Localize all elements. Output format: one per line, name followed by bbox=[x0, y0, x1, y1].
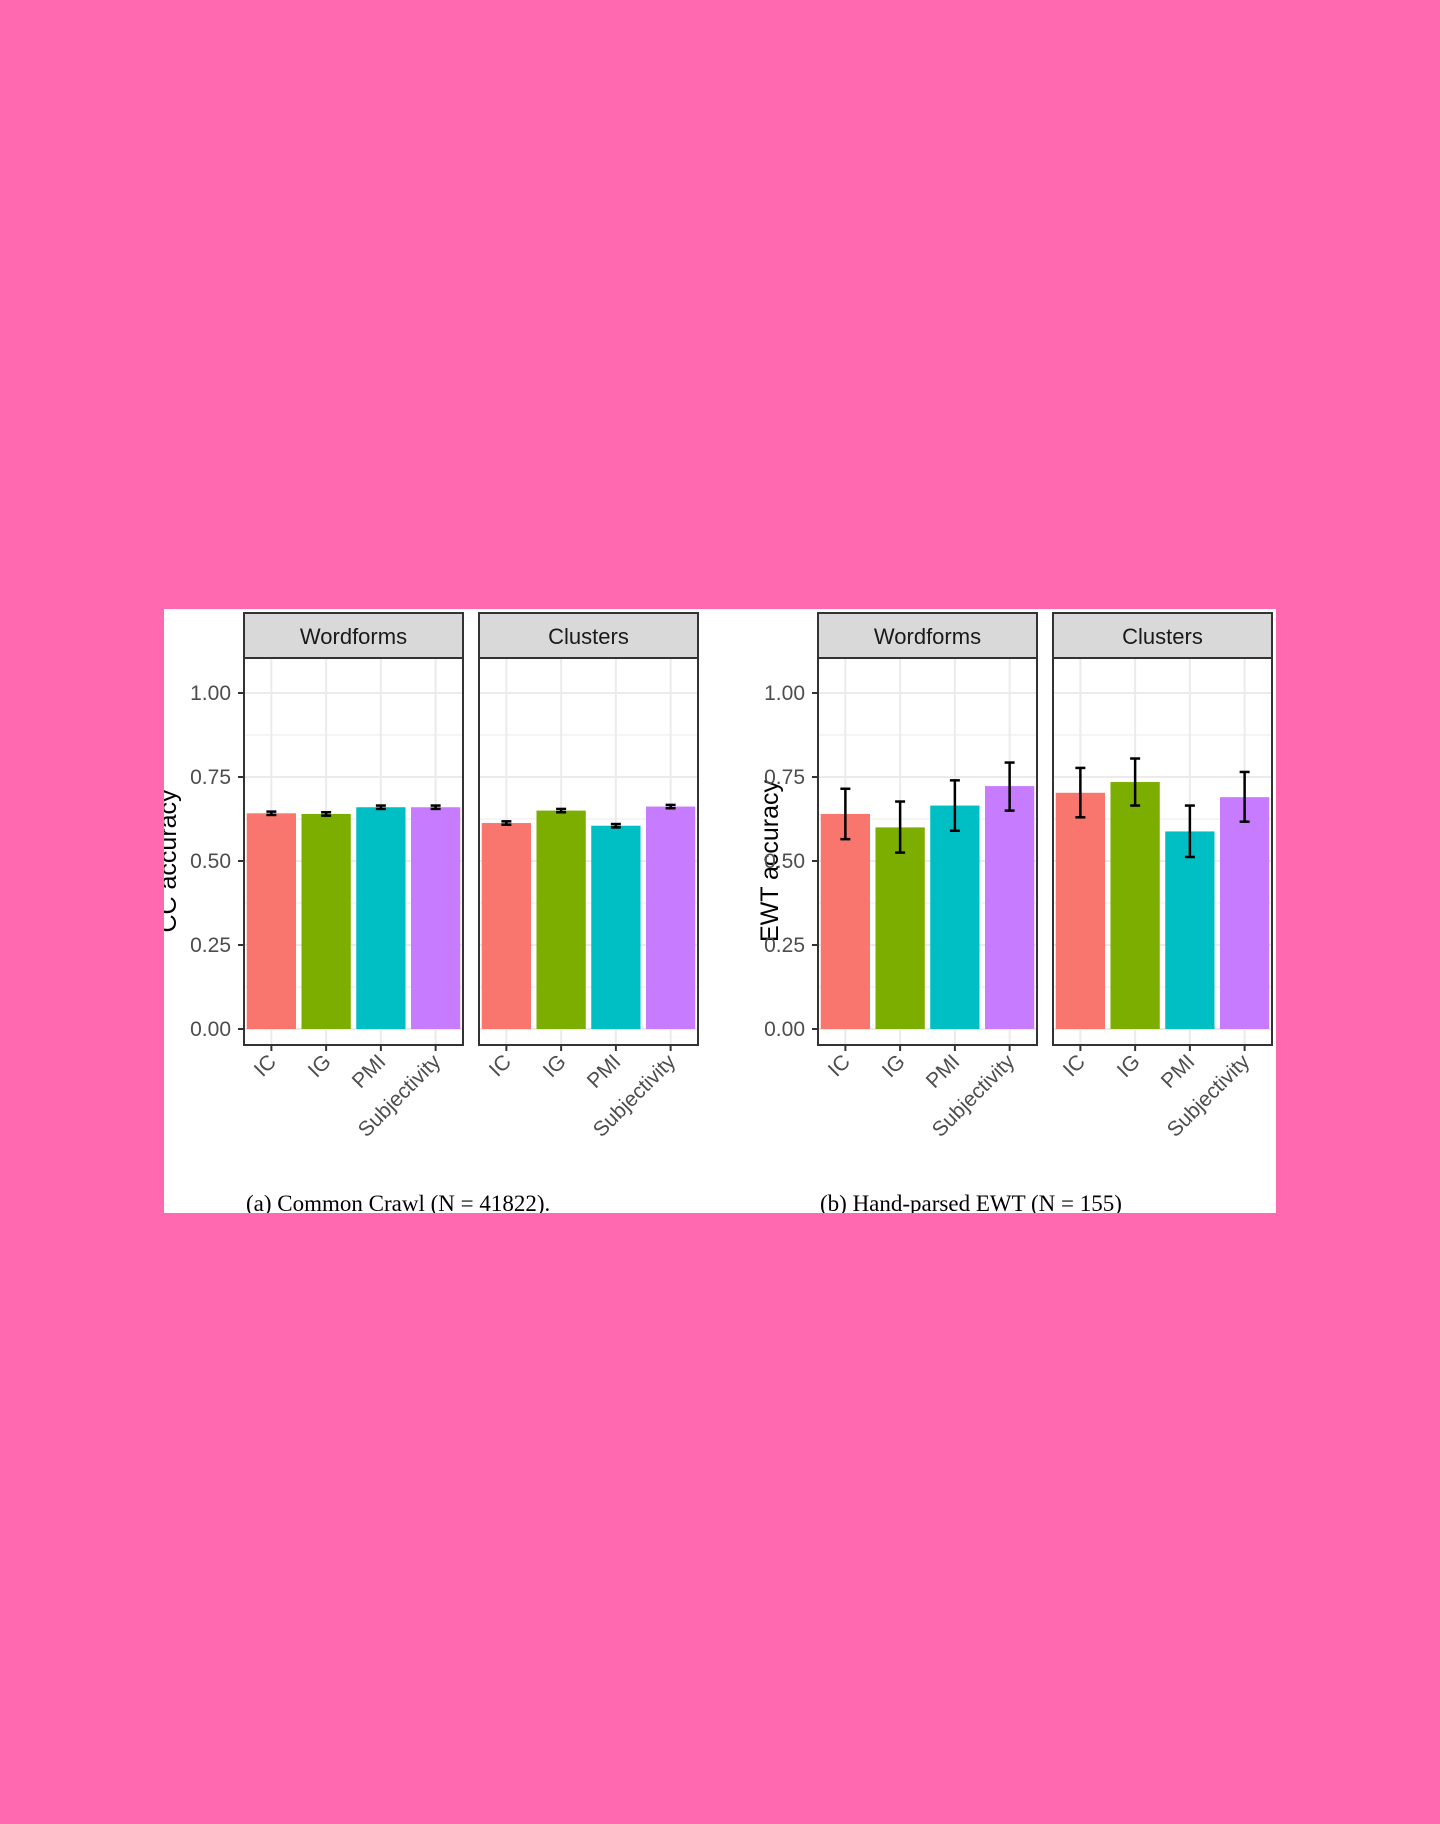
y-axis-title: EWT accuracy bbox=[756, 779, 784, 942]
x-tick-label: IG bbox=[539, 1050, 571, 1082]
y-tick-label: 1.00 bbox=[190, 682, 231, 705]
bar-subjectivity bbox=[410, 807, 461, 1029]
x-tick-label: PMI bbox=[1157, 1050, 1200, 1093]
chart-ewt: EWT accuracy 0.00 0.25 0.50 0.75 1.00 Wordform… bbox=[756, 612, 1273, 1213]
y-tick-label: 0.75 bbox=[190, 766, 231, 789]
figure-svg: CC accuracy 0.00 0.25 0.50 0.75 1.00 Wordforms… bbox=[164, 612, 1273, 1213]
figure: CC accuracy 0.00 0.25 0.50 0.75 1.00 Wordforms… bbox=[164, 609, 1276, 1213]
x-tick-label: PMI bbox=[348, 1050, 391, 1093]
error-bar-ic bbox=[266, 810, 277, 817]
y-tick-label: 0.75 bbox=[764, 766, 805, 789]
bar-pmi bbox=[356, 807, 406, 1029]
bar-ic bbox=[820, 813, 871, 1029]
error-bar-ig bbox=[556, 807, 567, 814]
x-tick-label: PMI bbox=[922, 1050, 965, 1093]
bar-subjectivity bbox=[645, 806, 696, 1029]
error-bar-ic bbox=[501, 820, 512, 826]
y-tick-label: 0.00 bbox=[190, 1018, 231, 1041]
x-tick-label: PMI bbox=[583, 1050, 626, 1093]
facet-strip bbox=[817, 612, 1038, 659]
bar-ig bbox=[301, 813, 351, 1029]
error-bar-subjectivity bbox=[665, 803, 676, 810]
y-tick-label: 0.50 bbox=[764, 850, 805, 873]
error-bar-pmi bbox=[949, 779, 960, 833]
bar-subjectivity bbox=[984, 786, 1035, 1029]
bar-ig bbox=[536, 810, 586, 1029]
facet-strip-label: Clusters bbox=[1122, 624, 1203, 649]
error-bar-ig bbox=[895, 800, 906, 854]
figure-caption: (b) Hand-parsed EWT (N = 155) bbox=[820, 1191, 1122, 1213]
chart-common-crawl: CC accuracy 0.00 0.25 0.50 0.75 1.00 Wordforms… bbox=[164, 612, 699, 1213]
x-tick-label: IC bbox=[1059, 1050, 1090, 1081]
error-bar-ic bbox=[1075, 766, 1086, 819]
figure-caption: (a) Common Crawl (N = 41822). bbox=[246, 1191, 550, 1213]
x-tick-label: IG bbox=[304, 1050, 336, 1082]
bar-ig bbox=[1110, 782, 1160, 1029]
error-bar-pmi bbox=[1184, 804, 1195, 859]
x-tick-label: IG bbox=[1113, 1050, 1145, 1082]
bar-ic bbox=[246, 813, 297, 1029]
y-tick-label: 0.25 bbox=[764, 934, 805, 957]
x-tick-label: IC bbox=[824, 1050, 855, 1081]
facet-strip-label: Clusters bbox=[548, 624, 629, 649]
facet-strip bbox=[478, 612, 699, 659]
bar-pmi bbox=[930, 805, 980, 1029]
panel-border bbox=[478, 657, 699, 1046]
error-bar-subjectivity bbox=[430, 804, 441, 811]
x-tick-label: IG bbox=[878, 1050, 910, 1082]
panel-border bbox=[1052, 657, 1273, 1046]
facet-strip bbox=[1052, 612, 1273, 659]
facet-strip-label: Wordforms bbox=[874, 624, 981, 649]
bar-ic bbox=[1055, 792, 1106, 1029]
y-tick-label: 0.00 bbox=[764, 1018, 805, 1041]
y-tick-label: 0.25 bbox=[190, 934, 231, 957]
error-bar-subjectivity bbox=[1004, 761, 1015, 812]
panel-border bbox=[817, 657, 1038, 1046]
facet-strip bbox=[243, 612, 464, 659]
bar-ig bbox=[875, 827, 925, 1029]
error-bar-ig bbox=[1130, 757, 1141, 807]
error-bar-pmi bbox=[375, 804, 386, 811]
panel-border bbox=[243, 657, 464, 1046]
y-tick-label: 1.00 bbox=[764, 682, 805, 705]
y-tick-label: 0.50 bbox=[190, 850, 231, 873]
bar-pmi bbox=[591, 825, 641, 1029]
error-bar-pmi bbox=[610, 822, 621, 829]
error-bar-ic bbox=[840, 787, 851, 841]
bar-subjectivity bbox=[1219, 797, 1270, 1029]
x-tick-label: IC bbox=[485, 1050, 516, 1081]
y-axis-title: CC accuracy bbox=[164, 789, 182, 933]
facet-strip-label: Wordforms bbox=[300, 624, 407, 649]
error-bar-ig bbox=[321, 811, 332, 817]
bar-ic bbox=[481, 823, 532, 1029]
x-tick-label: IC bbox=[250, 1050, 281, 1081]
error-bar-subjectivity bbox=[1239, 770, 1250, 823]
bar-pmi bbox=[1165, 831, 1215, 1029]
